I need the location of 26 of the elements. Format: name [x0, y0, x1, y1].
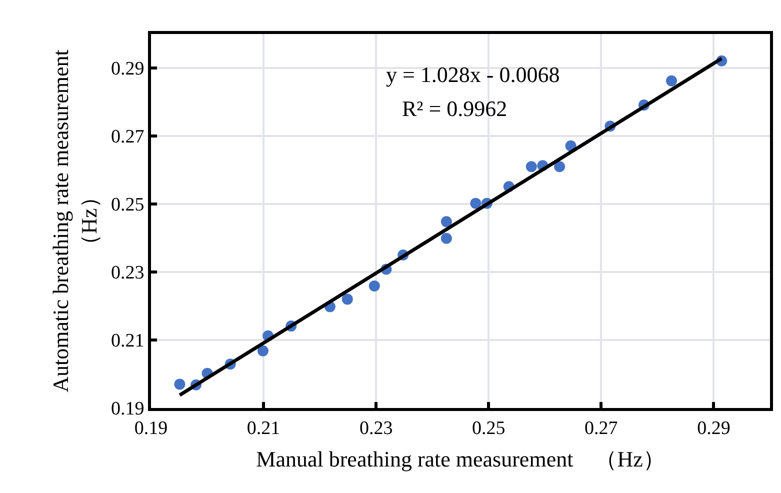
point — [368, 280, 380, 292]
y-tick-label: 0.19 — [110, 398, 144, 420]
x-tick-label: 0.25 — [472, 418, 506, 439]
x-tick-label: 0.27 — [584, 418, 618, 439]
x-tick-label: 0.21 — [246, 418, 280, 439]
y-axis-title: Automatic breathing rate measurement （Hz） — [48, 50, 102, 392]
point — [470, 198, 482, 209]
annotation: y = 1.028x - 0.0068 — [386, 62, 560, 87]
point — [666, 75, 678, 86]
y-tick-label: 0.27 — [110, 126, 144, 148]
point — [174, 378, 186, 390]
y-tick-label: 0.21 — [110, 330, 144, 352]
point — [342, 294, 353, 305]
x-axis-title: Manual breathing rate measurement （Hz） — [256, 446, 665, 472]
point — [440, 216, 452, 228]
annotation: R² = 0.9962 — [402, 96, 508, 121]
y-tick-label: 0.29 — [110, 58, 144, 80]
y-tick-label: 0.25 — [110, 194, 144, 216]
point — [257, 345, 268, 356]
point — [554, 161, 566, 172]
x-tick-label: 0.19 — [134, 418, 168, 439]
x-tick-label: 0.23 — [359, 418, 393, 439]
point — [526, 161, 537, 172]
y-tick-label: 0.23 — [110, 262, 144, 284]
point — [440, 232, 452, 244]
x-tick-label: 0.29 — [697, 418, 730, 439]
